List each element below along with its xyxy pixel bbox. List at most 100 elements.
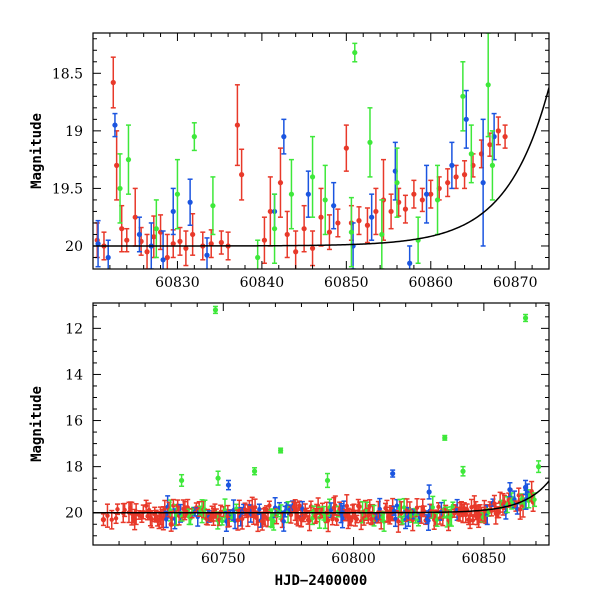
y-tick-label: 20 (65, 506, 83, 522)
baseline-point (288, 512, 294, 518)
y-tick-label: 18 (65, 460, 83, 476)
data-point (112, 122, 118, 128)
top-panel: 60830 60840 60850 60860 60870 18.5 19 19.5 20 Mag… (29, 32, 550, 291)
data-point (507, 487, 513, 493)
data-point (442, 435, 448, 441)
plot-area (93, 33, 549, 269)
data-point (348, 229, 354, 235)
data-point (522, 484, 529, 490)
data-point (298, 517, 305, 523)
baseline-point (122, 507, 127, 513)
data-point (468, 151, 474, 157)
baseline-point (334, 517, 339, 523)
data-point (100, 517, 107, 523)
x-tick-label: 60830 (155, 275, 200, 291)
data-point (352, 49, 358, 56)
data-point (419, 197, 425, 203)
baseline-point (518, 507, 523, 512)
data-point (255, 254, 261, 261)
baseline-point (394, 503, 400, 508)
y-tick-label: 19.5 (52, 181, 83, 197)
data-point (463, 116, 469, 122)
data-point (489, 162, 496, 168)
baseline-point (325, 518, 331, 523)
bottom-panel: 60750 60800 60850 12 14 16 18 20 Magnitude HJD−24… (29, 302, 550, 589)
data-point (322, 197, 328, 203)
data-point (190, 231, 196, 238)
data-point (428, 191, 434, 197)
data-point (160, 257, 166, 263)
data-point (215, 475, 221, 481)
data-point (278, 447, 284, 454)
data-point (369, 214, 375, 220)
y-axis-title: Magnitude (29, 113, 45, 189)
y-tick-label: 14 (65, 367, 83, 383)
data-point (271, 226, 278, 232)
data-point (234, 122, 240, 128)
data-point (164, 254, 170, 261)
data-point (178, 477, 185, 484)
baseline-point (257, 507, 262, 512)
data-point (522, 315, 529, 321)
data-point (168, 521, 174, 527)
data-point (426, 489, 432, 495)
data-point (453, 174, 459, 180)
data-point (388, 208, 394, 215)
baseline-point (105, 513, 110, 518)
data-point (114, 162, 120, 168)
data-point (390, 470, 396, 477)
x-tick-label: 60800 (331, 551, 376, 567)
data-point (379, 231, 385, 238)
data-point (309, 174, 316, 180)
data-point (423, 191, 430, 197)
data-point (132, 214, 138, 220)
x-tick-label: 60860 (409, 275, 454, 291)
model-curve (93, 87, 549, 247)
baseline-point (239, 516, 245, 522)
data-point (318, 214, 324, 220)
baseline-point (377, 506, 382, 512)
data-point (239, 172, 245, 178)
data-point (125, 157, 132, 163)
data-point (535, 464, 542, 470)
data-point (326, 229, 333, 235)
data-point (394, 180, 400, 186)
baseline-point (262, 514, 268, 519)
data-point (460, 468, 466, 474)
data-point (367, 139, 373, 145)
data-point (144, 249, 150, 255)
data-point (356, 218, 362, 224)
baseline-point (393, 516, 398, 522)
data-point (309, 245, 316, 251)
data-point (151, 234, 157, 240)
x-tick-label: 60850 (324, 275, 369, 291)
data-point (449, 162, 455, 168)
data-point (210, 203, 216, 209)
data-point (225, 482, 232, 488)
data-point (124, 237, 130, 243)
data-point (212, 307, 219, 313)
baseline-point (344, 503, 349, 509)
plot-area (93, 305, 549, 533)
baseline-point (401, 505, 407, 510)
baseline-point (267, 503, 272, 508)
x-tick-label: 60750 (201, 551, 246, 567)
baseline-point (149, 516, 155, 522)
plot-frame (92, 32, 550, 270)
data-point (277, 180, 284, 186)
data-point (218, 239, 224, 246)
data-point (293, 249, 299, 255)
data-point (110, 79, 116, 86)
data-point (460, 93, 466, 99)
data-point (305, 191, 311, 197)
x-tick-label: 60850 (462, 551, 507, 567)
data-point (170, 208, 176, 215)
data-point (324, 477, 331, 484)
baseline-point (381, 519, 387, 524)
data-point (177, 238, 183, 244)
baseline-point (202, 507, 208, 512)
data-point (407, 260, 413, 266)
y-tick-label: 18.5 (52, 66, 83, 82)
x-axis-title: HJD−2400000 (275, 573, 368, 589)
